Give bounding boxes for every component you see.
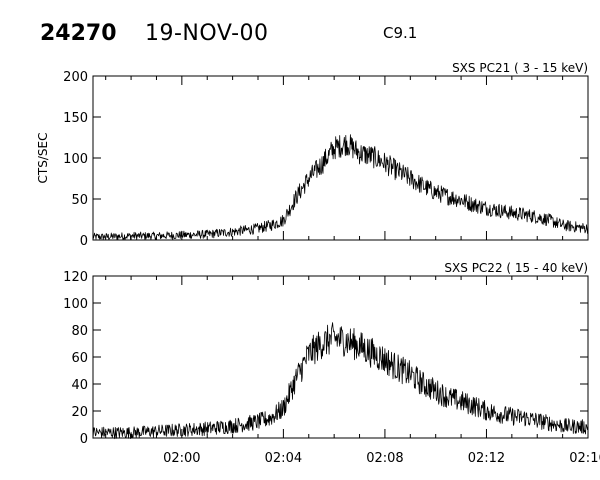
panel-title-pc21: SXS PC21 ( 3 - 15 keV) [452,61,588,75]
panel-pc22: SXS PC22 ( 15 - 40 keV) 020406080100120 … [63,261,600,466]
x-tick-label: 02:16 [569,451,600,466]
x-ticks-pc22: 02:00 02:04 02:08 02:12 02:16 [105,276,600,466]
x-tick-label: 02:12 [468,451,505,466]
y-tick-label: 80 [71,324,88,339]
x-ticks-pc21 [105,76,589,240]
y-tick-label: 100 [63,297,88,312]
y-tick-label: 200 [63,70,88,85]
series-line-pc22 [92,322,589,440]
y-tick-label: 50 [71,193,88,208]
y-axis-label-pc21: CTS/SEC [36,133,50,184]
y-tick-label: 20 [71,405,88,420]
y-tick-label: 0 [80,432,88,447]
x-tick-label: 02:00 [163,451,200,466]
y-ticks-pc21: 0 50 100 150 200 [63,70,588,249]
y-tick-label: 40 [71,378,88,393]
y-tick-label: 120 [63,270,88,285]
x-tick-label: 02:08 [366,451,403,466]
flare-class: C9.1 [383,24,417,42]
y-ticks-pc22: 0 20 40 60 80 100 120 [63,270,588,447]
panel-title-pc22: SXS PC22 ( 15 - 40 keV) [444,261,588,275]
y-tick-label: 100 [63,152,88,167]
y-tick-label: 150 [63,111,88,126]
series-line-pc21 [92,134,589,241]
x-tick-label: 02:04 [265,451,302,466]
y-tick-label: 60 [71,351,88,366]
plot-frame-pc22 [92,275,589,439]
y-tick-label: 0 [80,234,88,249]
panel-pc21: SXS PC21 ( 3 - 15 keV) CTS/SEC 0 50 100 150… [36,61,589,249]
observation-date: 19-NOV-00 [145,21,269,46]
event-id: 24270 [40,21,117,46]
